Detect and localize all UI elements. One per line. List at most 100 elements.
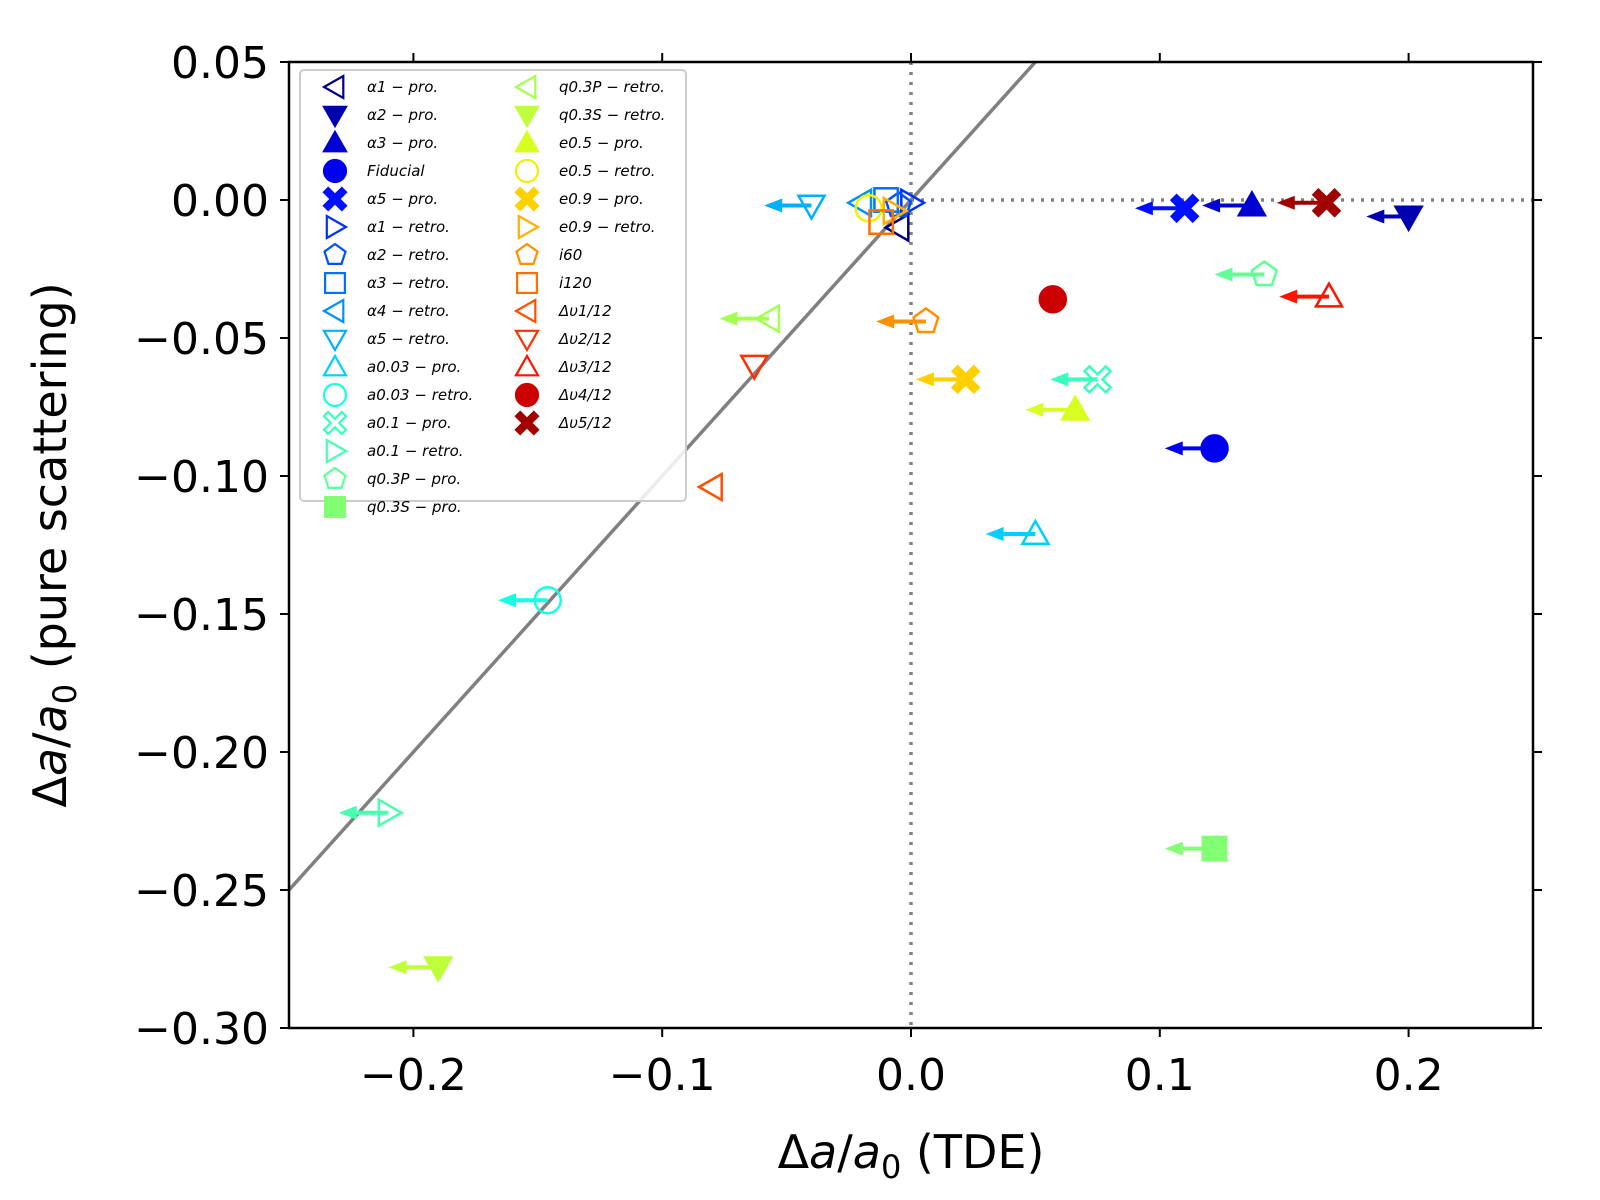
- legend-label-deltau5-12: Δυ5/12: [558, 414, 612, 432]
- arrow-head-alpha5-pro: [1134, 201, 1153, 216]
- legend-marker-alpha3-retro: [324, 272, 347, 295]
- y-tick-label: −0.05: [134, 314, 269, 365]
- legend-marker-deltau4-12: [514, 382, 540, 408]
- arrow-head-alpha3-pro: [1202, 198, 1221, 213]
- arrow-head-a0-1-retro: [338, 805, 357, 820]
- legend-marker-e0-9-retro: [517, 214, 541, 240]
- point-i120: [868, 209, 895, 236]
- legend-label-i60: i60: [559, 246, 582, 264]
- arrow-head-i60: [876, 314, 895, 329]
- legend-marker-a0-03-retro: [322, 382, 348, 408]
- legend-marker-q0-3p-retro: [513, 74, 537, 100]
- legend-marker-alpha2-pro: [322, 105, 348, 129]
- legend-marker-q0-3p-pro: [323, 466, 347, 489]
- point-alpha2-pro: [1393, 205, 1424, 233]
- arrow-head-q0-3s-retro: [388, 960, 407, 975]
- point-deltau4-12: [1038, 285, 1068, 314]
- legend-marker-alpha1-pro: [321, 74, 345, 100]
- legend-label-e0-5-pro: e0.5 − pro.: [559, 134, 644, 152]
- point-alpha1-pro: [883, 212, 910, 243]
- arrow-head-a0-03-retro: [497, 593, 516, 608]
- legend-marker-alpha5-retro: [322, 329, 348, 353]
- point-alpha5-pro: [1169, 193, 1200, 224]
- y-tick-label: 0.05: [171, 38, 269, 89]
- point-deltau1-12: [696, 471, 723, 503]
- arrow-head-deltau5-12: [1276, 195, 1295, 210]
- legend-label-deltau3-12: Δυ3/12: [558, 358, 612, 376]
- arrow-head-deltau3-12: [1279, 289, 1298, 304]
- x-axis-label: Δa/a0 (TDE): [778, 1125, 1045, 1186]
- legend-marker-deltau2-12: [514, 329, 540, 353]
- legend-label-a0-03-retro: a0.03 − retro.: [367, 386, 473, 404]
- arrow-head-alpha5-retro: [764, 198, 783, 213]
- arrow-head-q0-3p-pro: [1214, 267, 1233, 282]
- point-e0-9-pro: [950, 364, 981, 395]
- point-q0-3s-retro: [423, 956, 454, 983]
- legend-marker-alpha5-pro: [322, 186, 348, 212]
- point-alpha3-retro: [873, 187, 900, 213]
- legend-marker-i60: [515, 242, 539, 265]
- legend-label-e0-9-pro: e0.9 − pro.: [559, 190, 644, 208]
- legend-marker-q0-3s-pro: [324, 496, 347, 519]
- legend-marker-a0-03-pro: [322, 353, 348, 377]
- point-alpha3-pro: [1236, 189, 1268, 217]
- x-tick-label: 0.0: [876, 1050, 946, 1101]
- legend-label-q0-3p-pro: q0.3P − pro.: [367, 470, 461, 488]
- legend-label-alpha1-retro: α1 − retro.: [367, 218, 450, 236]
- legend-marker-e0-5-pro: [514, 129, 540, 153]
- point-e0-5-pro: [1060, 394, 1091, 421]
- point-q0-3p-pro: [1250, 259, 1279, 287]
- legend-box: [299, 69, 687, 502]
- legend-marker-q0-3s-retro: [514, 105, 540, 129]
- x-tick-label: −0.2: [360, 1050, 467, 1101]
- legend-marker-deltau3-12: [514, 353, 540, 377]
- arrow-head-fiducial: [1164, 441, 1183, 456]
- legend-label-a0-03-pro: a0.03 − pro.: [367, 358, 461, 376]
- y-tick-label: −0.20: [134, 728, 269, 779]
- x-tick-label: −0.1: [609, 1050, 716, 1101]
- arrow-head-q0-3s-pro: [1164, 841, 1183, 856]
- point-a0-03-pro: [1020, 518, 1051, 545]
- x-tick-label: 0.1: [1125, 1050, 1195, 1101]
- legend-label-fiducial: Fiducial: [367, 162, 425, 180]
- legend-marker-fiducial: [322, 158, 348, 184]
- arrow-head-e0-5-pro: [1025, 402, 1044, 417]
- point-i60: [912, 306, 940, 334]
- x-tick-label: 0.2: [1374, 1050, 1444, 1101]
- legend-marker-alpha2-retro: [323, 242, 347, 265]
- legend-label-e0-9-retro: e0.9 − retro.: [559, 218, 656, 236]
- legend-label-alpha2-retro: α2 − retro.: [367, 246, 450, 264]
- legend-label-alpha5-pro: α5 − pro.: [367, 190, 438, 208]
- arrow-head-alpha2-pro: [1366, 209, 1385, 224]
- legend-label-deltau2-12: Δυ2/12: [558, 330, 612, 348]
- legend-label-deltau4-12: Δυ4/12: [558, 386, 612, 404]
- y-tick-label: 0.00: [171, 176, 269, 227]
- legend-label-i120: i120: [559, 274, 592, 292]
- legend-label-q0-3p-retro: q0.3P − retro.: [559, 78, 665, 96]
- legend-label-alpha3-retro: α3 − retro.: [367, 274, 450, 292]
- arrow-head-q0-3p-retro: [719, 311, 738, 326]
- legend-label-q0-3s-pro: q0.3S − pro.: [367, 498, 462, 516]
- legend-marker-alpha1-retro: [325, 214, 349, 240]
- legend-label-alpha4-retro: α4 − retro.: [367, 302, 450, 320]
- point-a0-03-retro: [533, 585, 563, 615]
- legend-label-alpha2-pro: α2 − pro.: [367, 106, 438, 124]
- y-tick-label: −0.30: [134, 1004, 269, 1055]
- y-tick-label: −0.25: [134, 866, 269, 917]
- legend-marker-e0-9-pro: [514, 186, 540, 212]
- point-a0-1-retro: [377, 797, 405, 828]
- point-deltau2-12: [739, 354, 770, 382]
- legend-label-q0-3s-retro: q0.3S − retro.: [559, 106, 665, 124]
- point-alpha5-retro: [796, 194, 827, 222]
- legend-marker-deltau5-12: [514, 410, 540, 436]
- point-q0-3p-retro: [753, 303, 781, 334]
- legend-label-e0-5-retro: e0.5 − retro.: [559, 162, 656, 180]
- legend-label-alpha1-pro: α1 − pro.: [367, 78, 438, 96]
- legend-marker-a0-1-retro: [325, 438, 349, 464]
- point-alpha1-retro: [900, 187, 927, 218]
- point-q0-3s-pro: [1201, 835, 1228, 862]
- arrow-head-e0-9-pro: [915, 372, 934, 387]
- y-tick-label: −0.15: [134, 590, 269, 641]
- legend-marker-e0-5-retro: [514, 158, 540, 184]
- legend-label-alpha3-pro: α3 − pro.: [367, 134, 438, 152]
